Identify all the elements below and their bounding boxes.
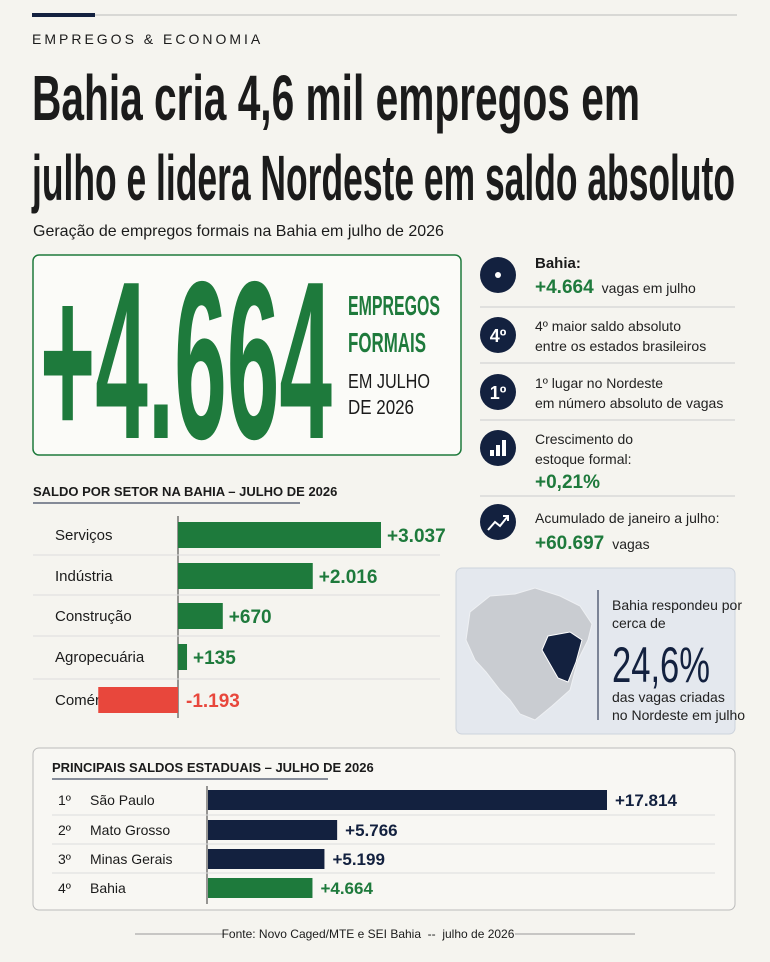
- fact-title: Acumulado de janeiro a julho:: [535, 510, 719, 526]
- footer-source: Fonte: Novo Caged/MTE e SEI Bahia -- jul…: [222, 927, 515, 941]
- bar: [208, 820, 338, 840]
- icon-trend: [503, 515, 509, 521]
- title-line: julho e lidera Nordeste em saldo absolut…: [31, 142, 735, 214]
- category-label: Indústria: [55, 568, 113, 585]
- kicker: EMPREGOS & ECONOMIA: [32, 31, 263, 47]
- highlight-text: DE 2026: [348, 397, 414, 419]
- value-label: +4.664: [320, 879, 373, 898]
- icon-dot: [495, 272, 501, 278]
- value-label: +5.199: [332, 850, 384, 869]
- highlight-text: EM JULHO: [348, 371, 430, 393]
- map-bahia: [541, 631, 583, 683]
- category-label: São Paulo: [90, 792, 155, 808]
- value-label: +2.016: [319, 567, 378, 588]
- icon: [480, 504, 516, 540]
- rank-label: 4º: [58, 880, 71, 896]
- top-accent: [32, 13, 95, 17]
- highlight-box: [32, 254, 462, 456]
- fact-title: Bahia:: [535, 255, 581, 272]
- category-label: Mato Grosso: [90, 822, 170, 838]
- fact-highlight: +4.664: [535, 277, 594, 298]
- facts: Bahia: +4.664 vagas em julho 4º 4º maior …: [480, 255, 735, 554]
- fact-text: em número absoluto de vagas: [535, 395, 723, 411]
- map-brazil: [465, 587, 593, 721]
- fact-highlight: +60.697: [535, 533, 604, 554]
- fact-text: 1º lugar no Nordeste: [535, 375, 663, 391]
- value-label: +17.814: [615, 791, 677, 810]
- fact-text: vagas: [612, 536, 649, 552]
- icon: [480, 317, 516, 353]
- bar: [208, 878, 313, 898]
- chart-title: PRINCIPAIS SALDOS ESTADUAIS – JULHO DE 2…: [52, 760, 374, 775]
- fact-text: entre os estados brasileiros: [535, 338, 706, 354]
- fact-line: +4.664 vagas em julho: [535, 277, 696, 298]
- icon-bar: [502, 440, 506, 456]
- bar: [208, 790, 607, 810]
- subtitle: Geração de empregos formais na Bahia em …: [33, 223, 444, 240]
- value-label: -1.193: [186, 691, 240, 712]
- fact-text: Crescimento do: [535, 431, 633, 447]
- bar: [178, 644, 188, 670]
- badge: 4º: [490, 326, 507, 346]
- fact-highlight: +0,21%: [535, 472, 600, 493]
- bar: [178, 563, 313, 589]
- category-label: Construção: [55, 608, 132, 625]
- category-label: Bahia: [90, 880, 126, 896]
- bar: [98, 687, 178, 713]
- icon-bar: [490, 450, 494, 456]
- map-text: das vagas criadas: [612, 689, 725, 705]
- map-text: cerca de: [612, 615, 666, 631]
- highlight-text: FORMAIS: [348, 327, 426, 358]
- map-value: 24,6%: [612, 637, 710, 693]
- icon: [480, 374, 516, 410]
- rank-label: 1º: [58, 792, 71, 808]
- fact-text: 4º maior saldo absoluto: [535, 318, 681, 334]
- value-label: +3.037: [387, 526, 446, 547]
- badge: 1º: [490, 383, 507, 403]
- fact-text: vagas em julho: [602, 280, 696, 296]
- category-label: Serviços: [55, 527, 113, 544]
- highlight-text: EMPREGOS: [348, 290, 440, 321]
- fact-line: +60.697 vagas: [535, 533, 650, 554]
- bar: [178, 603, 223, 629]
- icon-trend: [487, 515, 509, 531]
- title-line: Bahia cria 4,6 mil empregos em: [32, 62, 640, 134]
- bar: [208, 849, 325, 869]
- category-label: Agropecuária: [55, 649, 145, 666]
- rank-label: 3º: [58, 851, 71, 867]
- icon-bar: [496, 445, 500, 456]
- bar: [178, 522, 381, 548]
- chart-box: [32, 747, 736, 911]
- value-label: +670: [229, 607, 272, 628]
- value-label: +5.766: [345, 821, 397, 840]
- map-text: Bahia respondeu por: [612, 597, 742, 613]
- fact-text: estoque formal:: [535, 451, 632, 467]
- highlight-value: +4.664: [40, 234, 332, 486]
- value-label: +135: [193, 648, 236, 669]
- chart-title: SALDO POR SETOR NA BAHIA – JULHO DE 2026: [33, 484, 337, 499]
- rank-label: 2º: [58, 822, 71, 838]
- category-label: Minas Gerais: [90, 851, 172, 867]
- map-text: no Nordeste em julho: [612, 707, 745, 723]
